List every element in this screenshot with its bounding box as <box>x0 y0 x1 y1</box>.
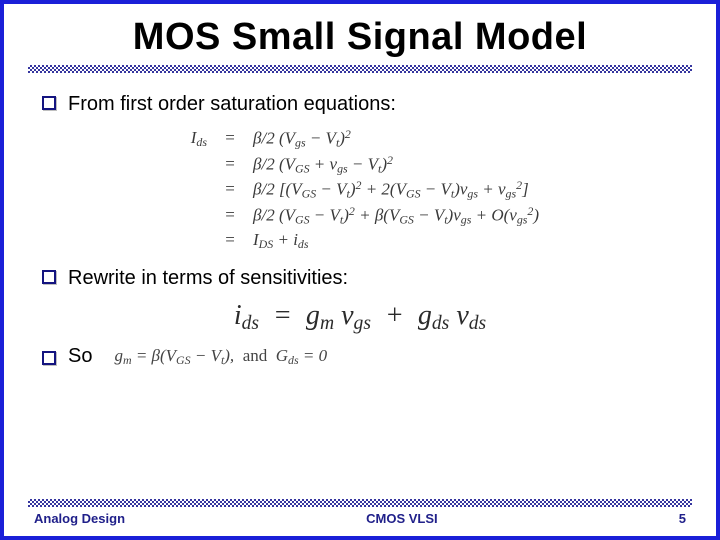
slide-content: From first order saturation equations: I… <box>28 73 692 499</box>
bullet-text: From first order saturation equations: <box>68 93 396 116</box>
slide-footer: Analog Design CMOS VLSI 5 <box>28 511 692 528</box>
eq-equals: = <box>221 126 239 152</box>
eq-rhs: β/2 (Vgs − Vt)2 <box>253 126 553 152</box>
bullet-box-icon <box>42 96 56 110</box>
bullet-box-icon <box>42 351 56 365</box>
footer-right: 5 <box>679 511 686 526</box>
eq-rhs: β/2 (VGS − Vt)2 + β(VGS − Vt)vgs + O(vgs… <box>253 203 553 229</box>
equation-so: gm = β(VGS − Vt), and Gds = 0 <box>114 346 327 368</box>
bullet-item-1: From first order saturation equations: <box>42 93 692 116</box>
bullet-item-3: So gm = β(VGS − Vt), and Gds = 0 <box>42 345 692 368</box>
bullet-text: Rewrite in terms of sensitivities: <box>68 267 348 290</box>
footer-overline <box>28 499 692 507</box>
eq-row: Ids = β/2 (Vgs − Vt)2 <box>28 126 692 152</box>
equation-block-derivation: Ids = β/2 (Vgs − Vt)2 = β/2 (VGS + vgs −… <box>28 126 692 253</box>
footer-center: CMOS VLSI <box>366 511 438 526</box>
bullet-box-icon <box>42 270 56 284</box>
bullet-text: So <box>68 345 92 368</box>
equation-sensitivities: ids = gm vgs + gds vds <box>28 300 692 335</box>
eq-rhs: β/2 [(VGS − Vt)2 + 2(VGS − Vt)vgs + vgs2… <box>253 177 553 203</box>
slide-frame: MOS Small Signal Model From first order … <box>0 0 720 540</box>
footer-left: Analog Design <box>34 511 125 526</box>
bullet-item-2: Rewrite in terms of sensitivities: <box>42 267 692 290</box>
title-underline <box>28 65 692 73</box>
eq-rhs: IDS + ids <box>253 228 553 253</box>
slide-title: MOS Small Signal Model <box>28 16 692 59</box>
eq-lhs: Ids <box>167 126 207 152</box>
eq-rhs: β/2 (VGS + vgs − Vt)2 <box>253 152 553 178</box>
